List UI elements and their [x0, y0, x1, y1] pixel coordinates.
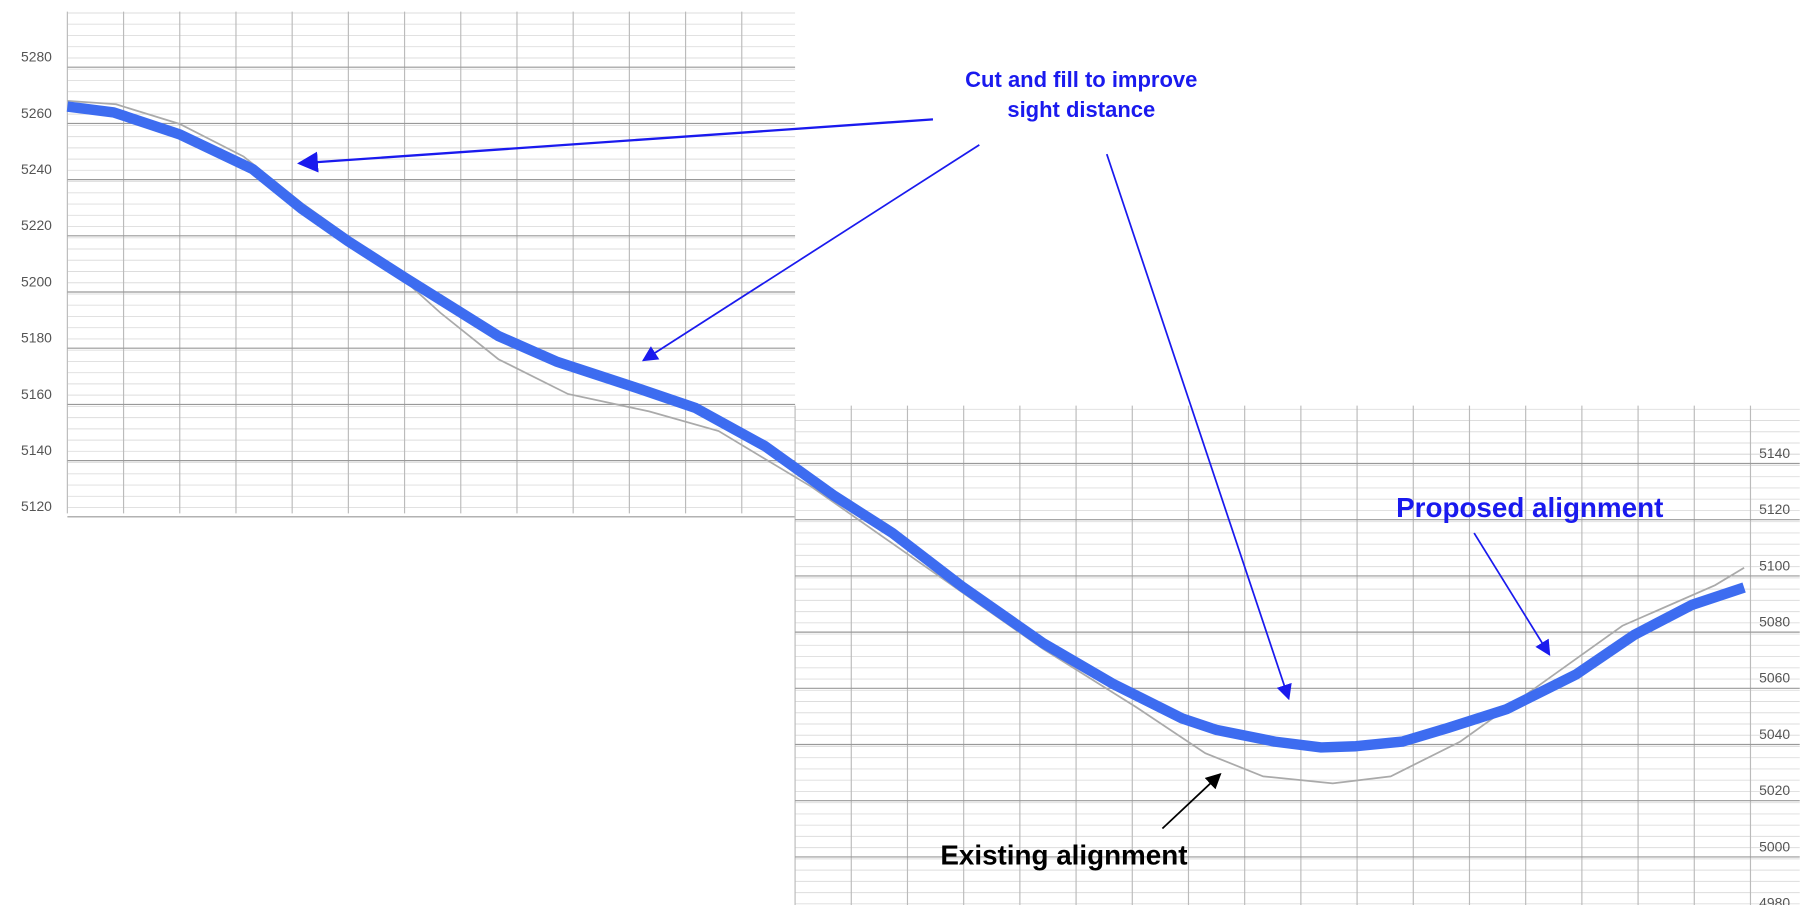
arrow [1161, 772, 1222, 830]
existing-alignment [67, 99, 1745, 785]
proposed-alignment [66, 101, 1746, 753]
grid: 5280 5260 5240 5220 5200 5180 5160 5140 5120 5140… [21, 11, 1800, 905]
elevation-label: 5160 [21, 386, 52, 402]
arrow [1473, 532, 1551, 657]
elevation-label: 5020 [1759, 782, 1790, 798]
arrow [641, 144, 980, 362]
annotation: Cut and fill to improve [965, 67, 1197, 92]
elevation-label: 5240 [21, 161, 52, 177]
arrow [297, 118, 934, 173]
elevation-label: 5220 [21, 217, 52, 233]
elevation-label: 5120 [1759, 501, 1790, 517]
elevation-label: 5140 [21, 442, 52, 458]
annotation: Existing alignment [940, 839, 1187, 870]
elevation-label: 5260 [21, 105, 52, 121]
elevation-label: 5080 [1759, 614, 1790, 630]
arrow [1105, 153, 1292, 701]
elevation-label: 5000 [1759, 838, 1790, 854]
elevation-label: 5140 [1759, 445, 1790, 461]
elevation-label: 5060 [1759, 670, 1790, 686]
elevation-label: 5200 [21, 273, 52, 289]
elevation-label: 4980 [1759, 895, 1790, 905]
elevation-label: 5120 [21, 498, 52, 514]
annotation: Proposed alignment [1396, 492, 1663, 523]
elevation-label: 5280 [21, 49, 52, 65]
elevation-label: 5180 [21, 330, 52, 346]
elevation-label: 5100 [1759, 557, 1790, 573]
elevation-label: 5040 [1759, 726, 1790, 742]
annotation: sight distance [1007, 97, 1155, 122]
